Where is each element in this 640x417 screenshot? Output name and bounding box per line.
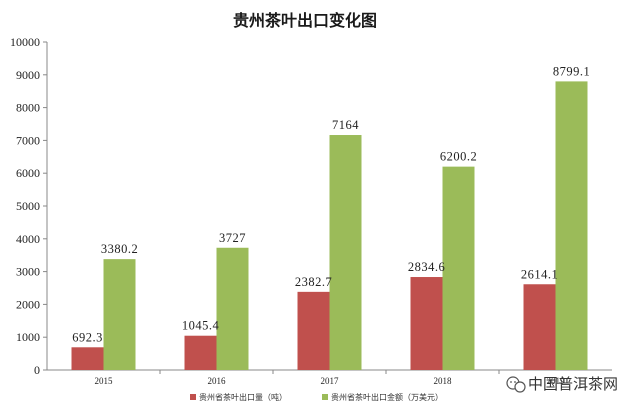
bar-volume	[410, 277, 443, 370]
bar-volume	[297, 291, 330, 370]
data-label: 7164	[332, 118, 359, 132]
watermark: 中国普洱茶网	[506, 375, 618, 393]
legend: 贵州省茶叶出口量（吨） 贵州省茶叶出口金额（万美元）	[190, 392, 443, 402]
data-label: 8799.1	[553, 64, 590, 78]
bar-value	[216, 247, 249, 370]
data-label: 2382.7	[295, 275, 332, 289]
axes: 0 1000 2000 3000 4000 5000 6000 7000 8000 9000 100…	[10, 35, 612, 386]
y-tick-label: 6000	[16, 166, 40, 180]
data-label: 6200.2	[440, 150, 477, 164]
y-tick-label: 5000	[16, 199, 40, 213]
data-label: 3380.2	[101, 242, 138, 256]
data-label: 3727	[219, 231, 246, 245]
y-tick-label: 10000	[10, 35, 40, 49]
legend-swatch	[190, 394, 196, 400]
y-tick-label: 7000	[16, 133, 40, 147]
bar-value	[442, 166, 475, 370]
bar-volume	[71, 347, 104, 370]
data-label: 2834.6	[408, 260, 445, 274]
y-tick-label: 8000	[16, 101, 40, 115]
watermark-text: 中国普洱茶网	[528, 375, 618, 393]
bars	[71, 81, 588, 370]
data-label: 1045.4	[182, 319, 220, 333]
data-label: 692.3	[72, 330, 103, 344]
x-tick-label: 2015	[95, 376, 114, 386]
data-label: 2614.1	[521, 267, 558, 281]
y-tick-label: 4000	[16, 232, 40, 246]
x-tick-label: 2017	[321, 376, 340, 386]
bar-volume	[184, 335, 217, 370]
y-tick-label: 0	[34, 363, 40, 377]
y-tick-label: 2000	[16, 297, 40, 311]
x-tick-label: 2019	[547, 376, 566, 386]
bar-volume	[523, 284, 556, 370]
y-tick-label: 1000	[16, 330, 40, 344]
y-tick-label: 9000	[16, 68, 40, 82]
legend-swatch	[322, 394, 328, 400]
wechat-icon	[506, 376, 526, 393]
data-labels: 692.3 1045.4 2382.7 2834.6 2614.1 3380.2 3727 7…	[72, 64, 590, 344]
y-tick-label: 3000	[16, 265, 40, 279]
x-tick-label: 2016	[208, 376, 227, 386]
legend-label: 贵州省茶叶出口金额（万美元）	[331, 392, 443, 402]
legend-label: 贵州省茶叶出口量（吨）	[199, 392, 287, 402]
bar-value	[103, 259, 136, 370]
bar-value	[555, 81, 588, 370]
bar-value	[329, 135, 362, 370]
x-tick-label: 2018	[434, 376, 453, 386]
chart-title: 贵州茶叶出口变化图	[233, 11, 377, 30]
